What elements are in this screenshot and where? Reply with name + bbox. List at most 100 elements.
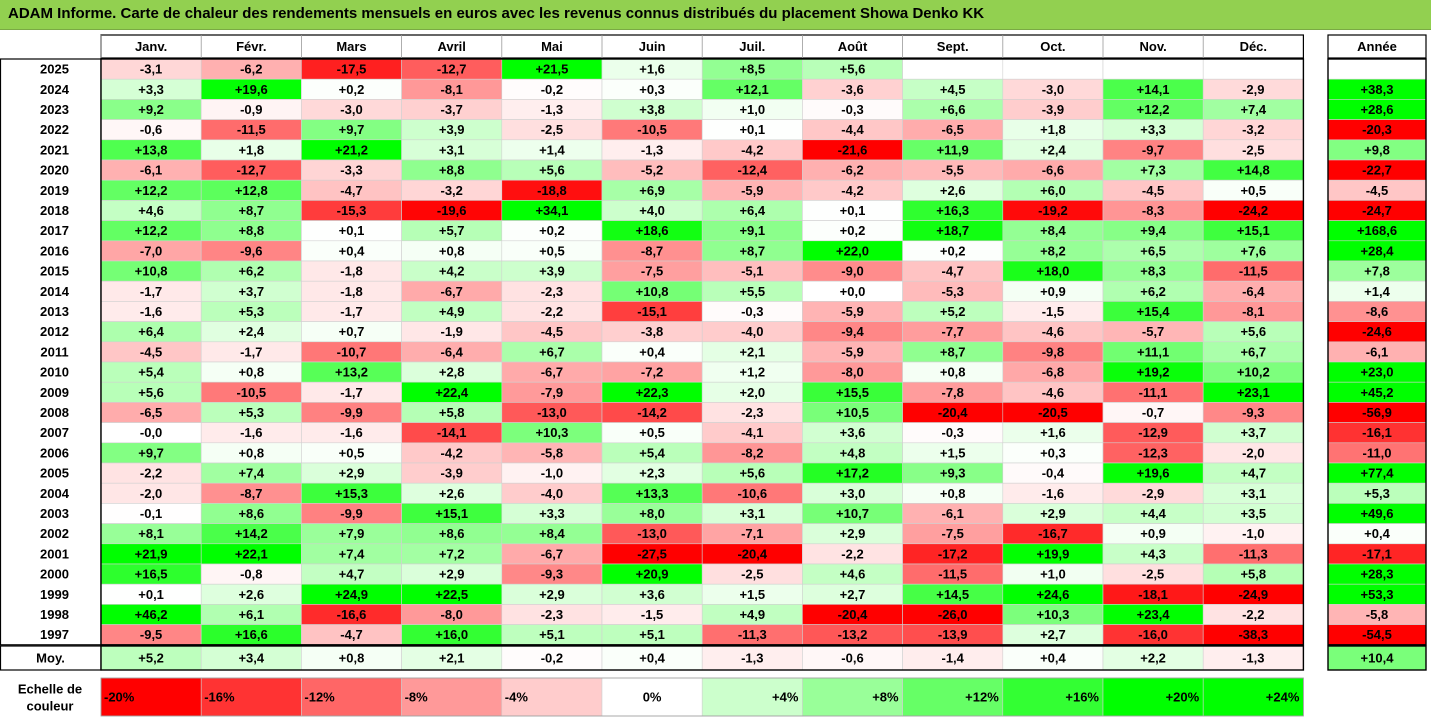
- cell-value: +3,7: [238, 284, 264, 299]
- cell-value: -11,3: [738, 627, 767, 642]
- cell-value: -5,2: [641, 163, 663, 178]
- cell-value: +0,8: [238, 365, 264, 380]
- cell-value: +19,6: [235, 82, 268, 97]
- cell-value: +12,2: [135, 183, 168, 198]
- cell-value: +0,1: [138, 587, 164, 602]
- annual-value: -4,5: [1366, 183, 1388, 198]
- cell-value: +13,2: [335, 365, 368, 380]
- cell-value: +4,6: [840, 567, 866, 582]
- cell-value: -12,3: [1138, 445, 1168, 460]
- cell-value: -24,9: [1238, 587, 1268, 602]
- cell-value: +46,2: [135, 607, 168, 622]
- cell-value: +0,9: [1140, 526, 1166, 541]
- cell-value: +7,2: [439, 546, 465, 561]
- cell-value: +0,9: [1040, 284, 1066, 299]
- cell-value: +15,3: [335, 486, 368, 501]
- cell-value: -7,9: [541, 385, 563, 400]
- year-label-2022: 2022: [40, 122, 69, 137]
- annual-value: -8,6: [1366, 304, 1388, 319]
- cell-value: -0,0: [140, 425, 162, 440]
- cell-value: +21,2: [335, 142, 368, 157]
- cell-value: +10,5: [836, 405, 869, 420]
- cell-value: -16,6: [337, 607, 367, 622]
- month-header-4: Avril: [437, 39, 465, 54]
- month-header-5: Mai: [541, 39, 563, 54]
- cell-value: -20,4: [938, 405, 968, 420]
- cell-value: -7,8: [941, 385, 963, 400]
- cell-value: +3,1: [439, 142, 465, 157]
- annual-value: -6,1: [1366, 344, 1388, 359]
- month-header-1: Janv.: [135, 39, 167, 54]
- cell-value: -11,5: [1239, 264, 1268, 279]
- cell-value: -4,5: [140, 344, 162, 359]
- cell-value: -2,2: [541, 304, 563, 319]
- cell-value: -1,3: [541, 102, 563, 117]
- cell-value: -8,3: [1142, 203, 1164, 218]
- cell-value: -1,8: [340, 284, 362, 299]
- annual-header-cell: [1327, 34, 1427, 59]
- average-cell: [100, 645, 202, 671]
- cell-value: +2,6: [439, 486, 465, 501]
- scale-label: -16%: [204, 690, 235, 705]
- cell-value: +7,9: [339, 526, 365, 541]
- cell-value: -6,4: [440, 344, 463, 359]
- cell-value: +7,4: [339, 546, 365, 561]
- cell-value: +6,4: [138, 324, 164, 339]
- cell-value: -2,5: [741, 567, 763, 582]
- cell-value: +9,3: [940, 466, 966, 481]
- cell-value: -4,0: [541, 486, 563, 501]
- cell-value: +2,7: [840, 587, 866, 602]
- month-header-3: Mars: [336, 39, 366, 54]
- cell-value: +5,6: [539, 163, 565, 178]
- cell-value: -7,0: [140, 243, 162, 258]
- cell-value: -5,3: [941, 284, 963, 299]
- cell-value: -6,7: [541, 365, 563, 380]
- cell-value: -1,5: [641, 607, 663, 622]
- average-cell: [701, 645, 803, 671]
- annual-value: +23,0: [1361, 365, 1394, 380]
- cell-value: -19,6: [437, 203, 467, 218]
- year-label-2018: 2018: [40, 203, 69, 218]
- cell-value: -1,7: [340, 304, 362, 319]
- year-label-2009: 2009: [40, 385, 69, 400]
- cell-value: +2,6: [238, 587, 264, 602]
- cell-value: -3,9: [440, 466, 462, 481]
- scale-frame: [100, 677, 1304, 717]
- cell-value: +2,9: [539, 587, 565, 602]
- year-label-2002: 2002: [40, 526, 69, 541]
- cell-value: -0,2: [541, 82, 563, 97]
- grid-frame: [100, 58, 1305, 646]
- cell-value: -11,5: [237, 122, 266, 137]
- cell-value: +3,9: [439, 122, 465, 137]
- cell-value: -8,1: [1242, 304, 1264, 319]
- heat-cell: [1202, 58, 1304, 80]
- year-label-2003: 2003: [40, 506, 69, 521]
- cell-value: -7,2: [641, 365, 663, 380]
- cell-value: +12,8: [235, 183, 268, 198]
- cell-value: +3,3: [1140, 122, 1166, 137]
- scale-swatch: [301, 677, 402, 717]
- cell-value: +8,1: [138, 526, 164, 541]
- scale-swatch: [902, 677, 1004, 717]
- cell-value: +15,5: [836, 385, 869, 400]
- cell-value: -6,5: [941, 122, 963, 137]
- chart-title: ADAM Informe. Carte de chaleur des rende…: [8, 5, 985, 22]
- average-cell: [601, 645, 703, 671]
- month-header-10: Oct.: [1040, 39, 1065, 54]
- cell-value: -2,2: [140, 466, 162, 481]
- cell-value: +6,2: [1140, 284, 1166, 299]
- cell-value: -4,2: [741, 142, 763, 157]
- average-value: -1,3: [1242, 651, 1264, 666]
- cell-value: +0,5: [339, 445, 365, 460]
- cell-value: +1,2: [739, 365, 765, 380]
- average-value: +2,2: [1140, 651, 1166, 666]
- annual-value: +53,3: [1361, 587, 1394, 602]
- cell-value: +1,8: [238, 142, 264, 157]
- month-header-2: Févr.: [236, 39, 266, 54]
- cell-value: +8,4: [539, 526, 565, 541]
- cell-value: -6,5: [140, 405, 162, 420]
- average-value: +5,2: [138, 651, 164, 666]
- cell-value: -8,0: [440, 607, 462, 622]
- scale-swatch: [501, 677, 603, 717]
